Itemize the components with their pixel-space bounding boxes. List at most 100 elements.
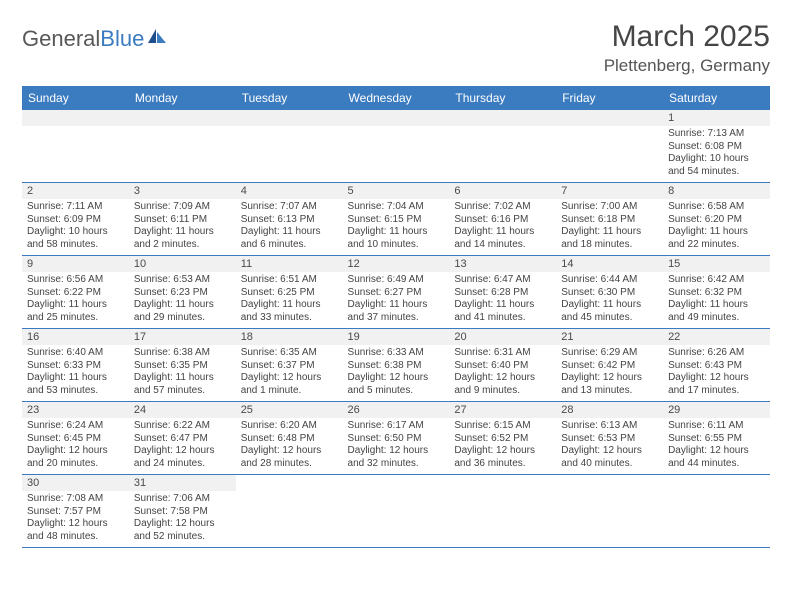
day-number: 2 (22, 183, 129, 199)
day-number: 20 (449, 329, 556, 345)
day-number: 5 (343, 183, 450, 199)
day-cell: 24 Sunrise: 6:22 AMSunset: 6:47 PMDayligh… (129, 402, 236, 475)
day-detail: Sunrise: 6:20 AMSunset: 6:48 PMDaylight:… (241, 420, 338, 470)
empty-day-band (22, 110, 129, 126)
empty-day-band (556, 110, 663, 126)
day-number: 17 (129, 329, 236, 345)
weekday-header: Wednesday (343, 86, 450, 110)
day-detail: Sunrise: 6:42 AMSunset: 6:32 PMDaylight:… (668, 274, 765, 324)
logo: GeneralBlue (22, 26, 168, 52)
day-cell: 8 Sunrise: 6:58 AMSunset: 6:20 PMDaylight… (663, 183, 770, 256)
weekday-header: Thursday (449, 86, 556, 110)
day-detail: Sunrise: 6:26 AMSunset: 6:43 PMDaylight:… (668, 347, 765, 397)
day-detail: Sunrise: 6:17 AMSunset: 6:50 PMDaylight:… (348, 420, 445, 470)
day-number: 8 (663, 183, 770, 199)
day-number: 24 (129, 402, 236, 418)
day-number: 19 (343, 329, 450, 345)
weekday-header: Monday (129, 86, 236, 110)
week-row: 1 Sunrise: 7:13 AMSunset: 6:08 PMDaylight… (22, 110, 770, 183)
day-cell: 3 Sunrise: 7:09 AMSunset: 6:11 PMDaylight… (129, 183, 236, 256)
day-cell: 21 Sunrise: 6:29 AMSunset: 6:42 PMDayligh… (556, 329, 663, 402)
day-detail: Sunrise: 6:13 AMSunset: 6:53 PMDaylight:… (561, 420, 658, 470)
day-detail: Sunrise: 6:31 AMSunset: 6:40 PMDaylight:… (454, 347, 551, 397)
empty-day-band (129, 110, 236, 126)
day-number: 1 (663, 110, 770, 126)
day-number: 25 (236, 402, 343, 418)
day-cell (556, 110, 663, 183)
calendar-table: SundayMondayTuesdayWednesdayThursdayFrid… (22, 86, 770, 548)
day-detail: Sunrise: 7:13 AMSunset: 6:08 PMDaylight:… (668, 128, 765, 178)
day-cell (236, 110, 343, 183)
day-detail: Sunrise: 7:04 AMSunset: 6:15 PMDaylight:… (348, 201, 445, 251)
day-detail: Sunrise: 7:09 AMSunset: 6:11 PMDaylight:… (134, 201, 231, 251)
day-detail: Sunrise: 6:33 AMSunset: 6:38 PMDaylight:… (348, 347, 445, 397)
day-cell: 7 Sunrise: 7:00 AMSunset: 6:18 PMDaylight… (556, 183, 663, 256)
day-detail: Sunrise: 6:29 AMSunset: 6:42 PMDaylight:… (561, 347, 658, 397)
brand-general: General (22, 26, 100, 52)
day-cell: 6 Sunrise: 7:02 AMSunset: 6:16 PMDaylight… (449, 183, 556, 256)
weekday-header: Friday (556, 86, 663, 110)
day-cell (343, 110, 450, 183)
day-detail: Sunrise: 7:11 AMSunset: 6:09 PMDaylight:… (27, 201, 124, 251)
day-cell (556, 475, 663, 548)
day-detail: Sunrise: 7:07 AMSunset: 6:13 PMDaylight:… (241, 201, 338, 251)
day-number: 4 (236, 183, 343, 199)
day-cell (129, 110, 236, 183)
day-cell (449, 475, 556, 548)
day-number: 31 (129, 475, 236, 491)
day-cell: 17 Sunrise: 6:38 AMSunset: 6:35 PMDayligh… (129, 329, 236, 402)
day-number: 23 (22, 402, 129, 418)
weekday-header: Sunday (22, 86, 129, 110)
day-cell: 10Sunrise: 6:53 AMSunset: 6:23 PMDayligh… (129, 256, 236, 329)
day-detail: Sunrise: 6:15 AMSunset: 6:52 PMDaylight:… (454, 420, 551, 470)
day-cell: 25 Sunrise: 6:20 AMSunset: 6:48 PMDayligh… (236, 402, 343, 475)
day-detail: Sunrise: 6:58 AMSunset: 6:20 PMDaylight:… (668, 201, 765, 251)
day-cell: 19 Sunrise: 6:33 AMSunset: 6:38 PMDayligh… (343, 329, 450, 402)
day-detail: Sunrise: 6:22 AMSunset: 6:47 PMDaylight:… (134, 420, 231, 470)
day-number: 11 (236, 256, 343, 272)
brand-blue: Blue (100, 26, 144, 52)
day-detail: Sunrise: 6:56 AMSunset: 6:22 PMDaylight:… (27, 274, 124, 324)
empty-day-band (449, 110, 556, 126)
location: Plettenberg, Germany (604, 56, 770, 76)
day-detail: Sunrise: 7:00 AMSunset: 6:18 PMDaylight:… (561, 201, 658, 251)
day-cell: 1 Sunrise: 7:13 AMSunset: 6:08 PMDaylight… (663, 110, 770, 183)
empty-day-band (236, 110, 343, 126)
day-cell (663, 475, 770, 548)
header: GeneralBlue March 2025 Plettenberg, Germ… (22, 20, 770, 76)
day-number: 22 (663, 329, 770, 345)
day-cell: 14 Sunrise: 6:44 AMSunset: 6:30 PMDayligh… (556, 256, 663, 329)
day-cell: 23Sunrise: 6:24 AMSunset: 6:45 PMDayligh… (22, 402, 129, 475)
day-cell: 15 Sunrise: 6:42 AMSunset: 6:32 PMDayligh… (663, 256, 770, 329)
day-detail: Sunrise: 6:44 AMSunset: 6:30 PMDaylight:… (561, 274, 658, 324)
week-row: 30Sunrise: 7:08 AMSunset: 7:57 PMDayligh… (22, 475, 770, 548)
day-number: 26 (343, 402, 450, 418)
week-row: 9 Sunrise: 6:56 AMSunset: 6:22 PMDaylight… (22, 256, 770, 329)
day-detail: Sunrise: 7:02 AMSunset: 6:16 PMDaylight:… (454, 201, 551, 251)
day-number: 7 (556, 183, 663, 199)
title-block: March 2025 Plettenberg, Germany (604, 20, 770, 76)
day-number: 21 (556, 329, 663, 345)
day-number: 30 (22, 475, 129, 491)
logo-sail-icon (146, 27, 168, 45)
day-detail: Sunrise: 6:40 AMSunset: 6:33 PMDaylight:… (27, 347, 124, 397)
day-number: 14 (556, 256, 663, 272)
weekday-header: Saturday (663, 86, 770, 110)
empty-day-band (343, 110, 450, 126)
day-number: 15 (663, 256, 770, 272)
week-row: 16Sunrise: 6:40 AMSunset: 6:33 PMDayligh… (22, 329, 770, 402)
day-cell (449, 110, 556, 183)
day-number: 12 (343, 256, 450, 272)
day-number: 29 (663, 402, 770, 418)
day-number: 28 (556, 402, 663, 418)
week-row: 2 Sunrise: 7:11 AMSunset: 6:09 PMDaylight… (22, 183, 770, 256)
day-cell: 16Sunrise: 6:40 AMSunset: 6:33 PMDayligh… (22, 329, 129, 402)
day-cell (22, 110, 129, 183)
day-detail: Sunrise: 6:38 AMSunset: 6:35 PMDaylight:… (134, 347, 231, 397)
day-number: 9 (22, 256, 129, 272)
day-number: 6 (449, 183, 556, 199)
day-number: 13 (449, 256, 556, 272)
day-cell (343, 475, 450, 548)
day-number: 3 (129, 183, 236, 199)
day-detail: Sunrise: 6:49 AMSunset: 6:27 PMDaylight:… (348, 274, 445, 324)
